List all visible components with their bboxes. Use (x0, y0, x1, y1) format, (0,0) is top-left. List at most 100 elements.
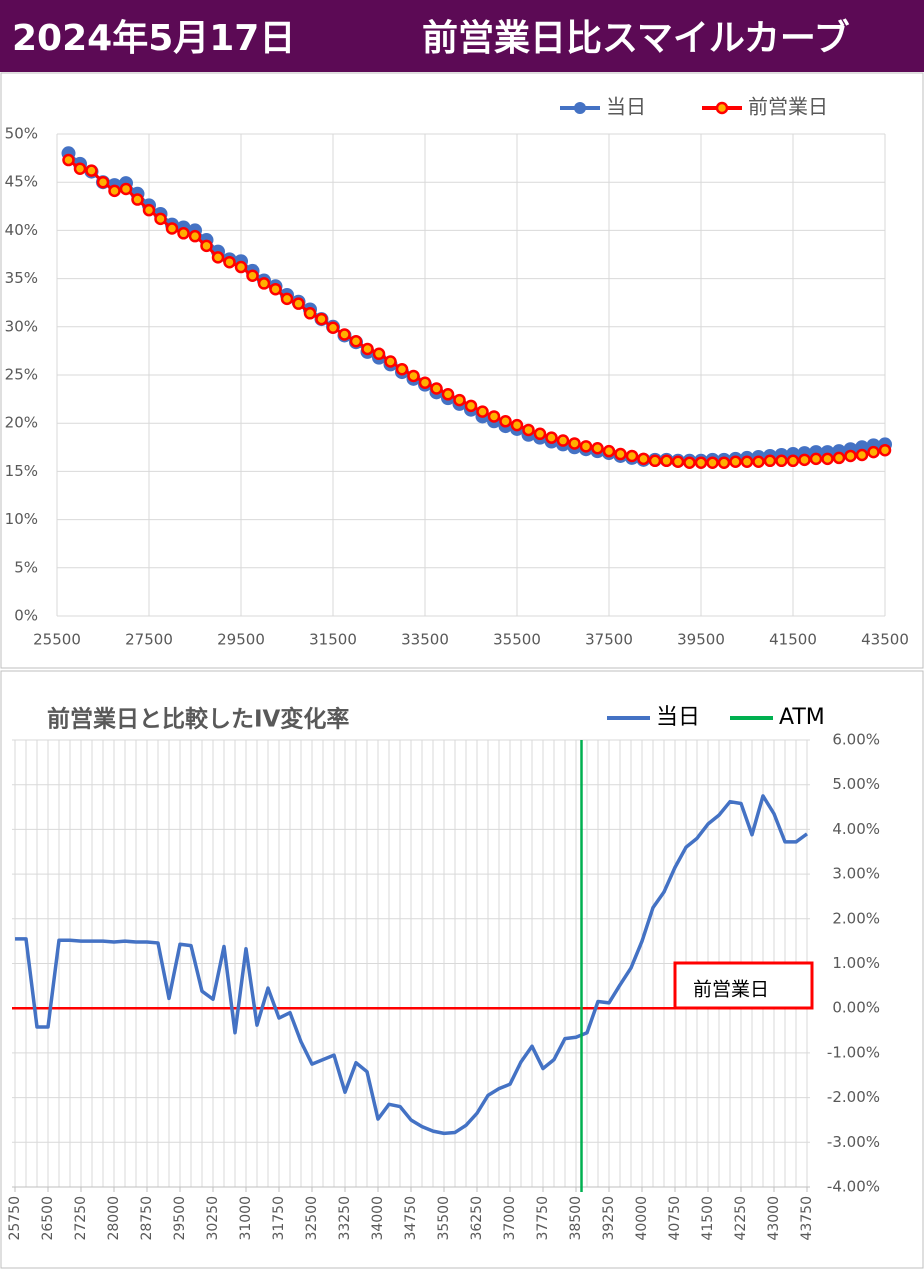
data-point (326, 321, 340, 335)
data-point (683, 456, 696, 469)
data-point (637, 452, 650, 466)
series-line (15, 794, 809, 1136)
y-tick-label: -1.00% (827, 1043, 880, 1061)
legend-label: ATM (779, 705, 825, 730)
reference-label: 前営業日 (693, 979, 769, 1001)
data-point (384, 355, 397, 368)
data-point (430, 382, 443, 395)
x-tick-label: 29500 (217, 631, 265, 649)
data-point (407, 369, 420, 383)
x-tick-label: 40000 (634, 1196, 650, 1241)
x-tick-label: 29500 (172, 1196, 188, 1241)
y-tick-label: 20% (5, 414, 38, 432)
x-tick-label: 43000 (766, 1196, 782, 1241)
y-tick-label: 4.00% (832, 820, 880, 838)
data-point (510, 418, 524, 432)
x-tick-label: 28750 (139, 1196, 155, 1241)
data-point (556, 434, 570, 447)
data-point (476, 405, 489, 418)
data-point (786, 454, 800, 468)
x-tick-label: 42250 (733, 1196, 749, 1241)
data-point (648, 454, 662, 468)
chart-frame (0, 72, 924, 669)
x-tick-label: 33250 (337, 1196, 353, 1241)
y-tick-label: 0% (14, 607, 38, 625)
x-tick-label: 37000 (502, 1196, 518, 1241)
x-tick-label: 43500 (861, 631, 909, 649)
data-point (395, 362, 409, 376)
data-point (809, 452, 823, 466)
data-point (165, 222, 179, 235)
data-point (740, 455, 754, 469)
x-tick-label: 37500 (585, 631, 633, 649)
x-tick-label: 35500 (436, 1196, 452, 1241)
data-point (706, 456, 719, 469)
data-point (349, 335, 363, 348)
y-tick-label: -2.00% (827, 1088, 880, 1106)
data-point (200, 239, 213, 253)
data-point (844, 449, 857, 463)
reference-label-box (673, 961, 814, 1010)
legend-marker (715, 101, 729, 115)
data-point (579, 440, 593, 453)
y-tick-label: -3.00% (827, 1133, 880, 1151)
data-point (119, 182, 133, 196)
x-tick-label: 41500 (769, 631, 817, 649)
header-date: 2024年5月17日 (12, 18, 295, 59)
data-point (614, 447, 627, 461)
data-point (280, 292, 294, 306)
x-tick-label: 31500 (309, 631, 357, 649)
y-tick-label: 30% (5, 317, 38, 335)
x-tick-label: 41500 (700, 1196, 716, 1241)
data-point (338, 328, 351, 341)
x-tick-label: 26500 (40, 1196, 56, 1241)
y-tick-label: 3.00% (832, 865, 880, 883)
x-tick-label: 31000 (238, 1196, 254, 1241)
data-point (223, 255, 236, 269)
x-tick-label: 39250 (601, 1196, 617, 1241)
data-point (671, 455, 685, 469)
data-point (752, 455, 765, 469)
x-tick-label: 38500 (568, 1196, 584, 1241)
y-tick-label: 2.00% (832, 909, 880, 927)
y-tick-label: 45% (5, 173, 38, 191)
x-tick-label: 35500 (493, 631, 541, 649)
y-tick-label: 5% (14, 558, 38, 576)
data-point (821, 452, 834, 466)
legend-label: 当日 (656, 705, 700, 730)
data-point (257, 277, 271, 290)
y-tick-label: 10% (5, 510, 38, 528)
header-bar (0, 0, 924, 72)
y-tick-label: 6.00% (832, 731, 880, 749)
data-point (499, 415, 512, 428)
chart-title: 前営業日と比較したIV変化率 (47, 706, 349, 733)
x-tick-label: 34000 (370, 1196, 386, 1241)
data-point (602, 444, 616, 458)
x-tick-label: 25750 (7, 1196, 23, 1241)
data-point (694, 456, 708, 469)
data-point (269, 282, 282, 296)
data-point (188, 229, 202, 243)
data-point (522, 423, 535, 437)
data-point (533, 427, 547, 441)
data-point (798, 453, 811, 467)
data-point (177, 227, 190, 240)
data-point (131, 193, 144, 206)
legend-label: 当日 (606, 95, 646, 119)
data-point (246, 269, 259, 282)
x-tick-label: 36250 (469, 1196, 485, 1241)
data-point (464, 399, 478, 413)
y-tick-label: 1.00% (832, 954, 880, 972)
data-point (832, 451, 846, 465)
y-tick-label: 40% (5, 221, 38, 239)
data-point (775, 454, 788, 468)
data-point (453, 393, 466, 407)
x-tick-label: 34750 (403, 1196, 419, 1241)
y-tick-label: 0.00% (832, 999, 880, 1017)
data-point (763, 454, 777, 468)
data-point (303, 307, 317, 320)
data-point (211, 251, 225, 264)
data-point (73, 162, 87, 175)
